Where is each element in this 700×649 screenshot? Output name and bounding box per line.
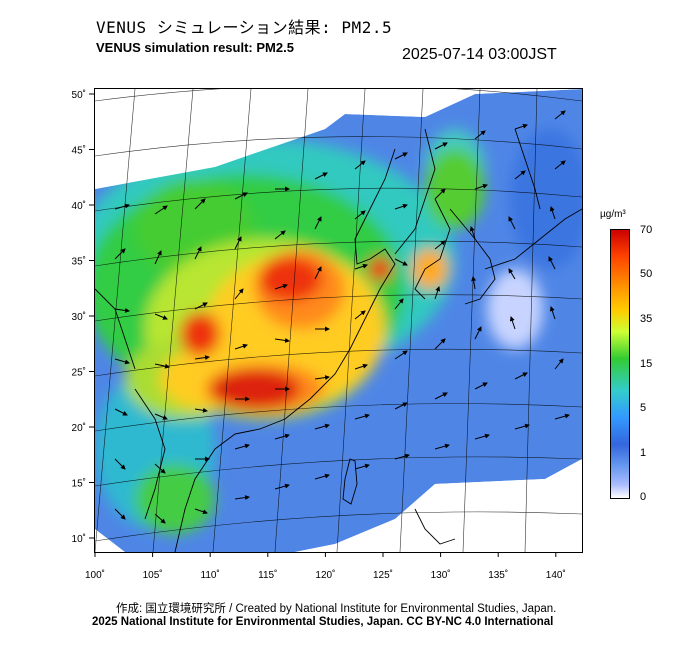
colorbar-label: 15 bbox=[640, 358, 653, 370]
graticule bbox=[95, 89, 582, 552]
colorbar-label: 50 bbox=[640, 268, 653, 280]
lat-tick-label: 25˚ bbox=[72, 367, 86, 379]
pm25-map-svg bbox=[95, 89, 582, 552]
title-japanese: VENUS シミュレーション結果: PM2.5 bbox=[96, 18, 393, 37]
colorbar-unit: µg/m³ bbox=[600, 209, 626, 220]
lon-tick-label: 135˚ bbox=[488, 569, 508, 581]
colorbar-label: 5 bbox=[640, 402, 647, 414]
lon-tick-label: 115˚ bbox=[258, 569, 277, 581]
lon-tick-label: 120˚ bbox=[315, 569, 335, 581]
latitude-ticks: 50˚ 45˚ 40˚ 35˚ 30˚ 25˚ 20˚ 15˚ 10˚ bbox=[72, 89, 94, 545]
lat-tick-label: 50˚ bbox=[72, 89, 86, 101]
colorbar-label: 35 bbox=[640, 313, 653, 325]
colorbar-label: 70 bbox=[640, 224, 653, 236]
longitude-ticks: 100˚ 105˚ 110˚ 115˚ 120˚ 125˚ 130˚ 135˚ 140˚ bbox=[85, 552, 566, 581]
lon-tick-label: 130˚ bbox=[431, 569, 451, 581]
lon-tick-label: 100˚ bbox=[85, 569, 105, 581]
lat-tick-label: 30˚ bbox=[72, 311, 86, 323]
lat-tick-label: 10˚ bbox=[72, 533, 86, 545]
colorbar-label: 1 bbox=[640, 447, 647, 459]
lat-tick-label: 35˚ bbox=[72, 256, 86, 268]
lon-tick-label: 140˚ bbox=[546, 569, 566, 581]
coastline bbox=[95, 128, 582, 552]
lat-tick-label: 20˚ bbox=[72, 422, 86, 434]
lon-tick-label: 125˚ bbox=[373, 569, 393, 581]
lat-tick-label: 45˚ bbox=[72, 145, 86, 157]
lat-tick-label: 40˚ bbox=[72, 200, 86, 212]
title-english: VENUS simulation result: PM2.5 bbox=[96, 40, 294, 55]
lat-tick-label: 15˚ bbox=[72, 478, 86, 490]
wind-vectors bbox=[114, 110, 570, 524]
colorbar bbox=[610, 229, 630, 499]
pm25-map bbox=[94, 88, 583, 553]
copyright-line: 2025 National Institute for Environmenta… bbox=[92, 616, 554, 628]
lon-tick-label: 105˚ bbox=[143, 569, 163, 581]
forecast-timestamp: 2025-07-14 03:00JST bbox=[402, 46, 557, 63]
colorbar-label: 0 bbox=[640, 491, 647, 503]
credit-line: 作成: 国立環境研究所 / Created by National Instit… bbox=[116, 603, 557, 615]
lon-tick-label: 110˚ bbox=[201, 569, 220, 581]
